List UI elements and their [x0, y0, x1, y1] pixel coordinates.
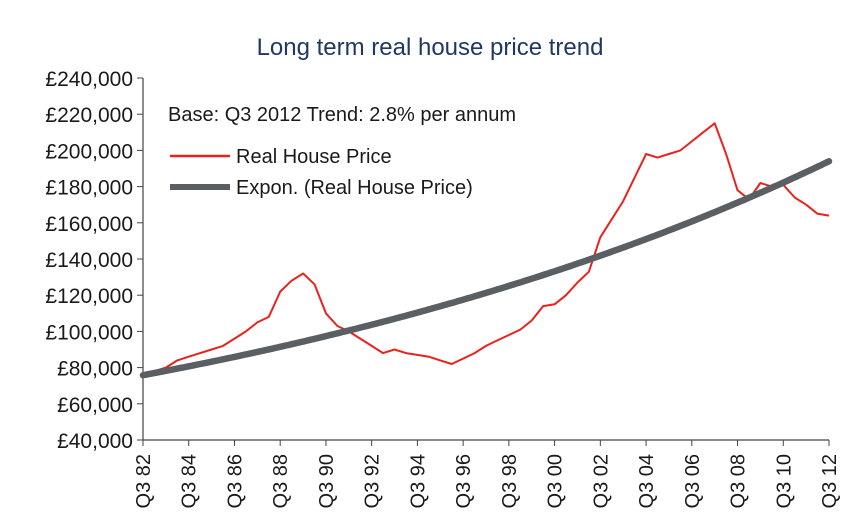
real-house-price-line [142, 122, 830, 376]
y-tick-label: £100,000 [45, 321, 133, 344]
y-tick-label: £140,000 [45, 249, 133, 272]
y-tick-label: £160,000 [45, 213, 133, 236]
y-tick-label: £80,000 [57, 358, 133, 381]
trend-line [139, 158, 833, 379]
y-tick-label: £60,000 [57, 394, 133, 417]
x-tick-label: Q3 02 [590, 454, 612, 508]
x-tick-label: Q3 86 [224, 454, 246, 508]
y-tick-label: £120,000 [45, 285, 133, 308]
x-tick-label: Q3 88 [270, 454, 292, 508]
y-tick-label: £220,000 [45, 104, 133, 127]
x-tick-label: Q3 12 [819, 454, 841, 508]
legend-label: Expon. (Real House Price) [236, 177, 473, 199]
chart-title: Long term real house price trend [256, 34, 604, 61]
x-tick-label: Q3 96 [453, 454, 475, 508]
x-tick-label: Q3 84 [179, 454, 201, 508]
y-tick-label: £240,000 [45, 68, 133, 91]
x-tick-label: Q3 94 [407, 454, 429, 508]
x-tick-label: Q3 08 [728, 454, 750, 508]
x-tick-label: Q3 10 [773, 454, 795, 508]
y-tick-label: £200,000 [45, 140, 133, 163]
x-tick-label: Q3 06 [682, 454, 704, 508]
chart-annotation: Base: Q3 2012 Trend: 2.8% per annum [168, 104, 516, 126]
y-tick-label: £40,000 [57, 430, 133, 453]
x-tick-label: Q3 98 [499, 454, 521, 508]
legend-label: Real House Price [236, 146, 392, 168]
x-tick-label: Q3 82 [133, 454, 155, 508]
x-tick-label: Q3 04 [636, 454, 658, 508]
x-tick-label: Q3 90 [316, 454, 338, 508]
x-tick-label: Q3 92 [362, 454, 384, 508]
y-tick-label: £180,000 [45, 177, 133, 200]
x-tick-label: Q3 00 [545, 454, 567, 508]
